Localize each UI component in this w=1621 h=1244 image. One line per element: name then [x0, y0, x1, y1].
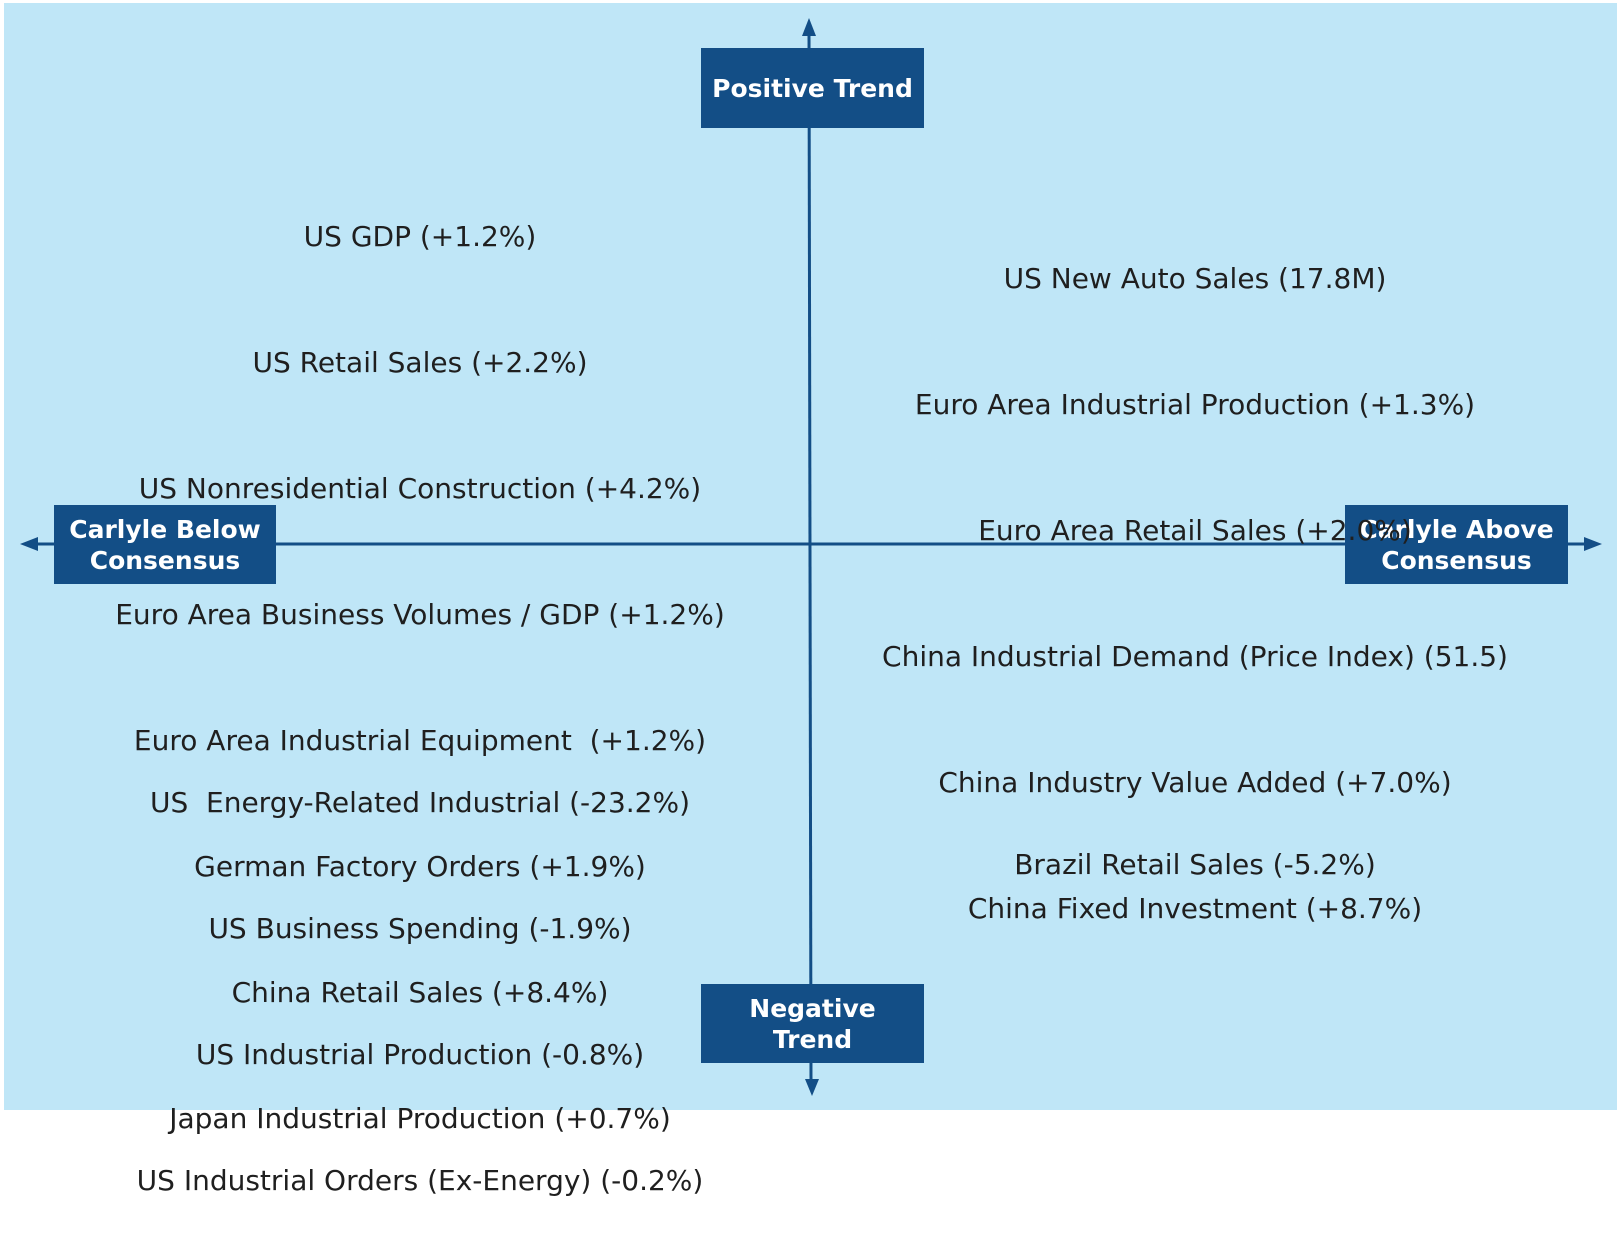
carlyle-above-text-line2: Consensus	[1381, 545, 1532, 575]
negative-trend-label: Negative Trend	[701, 984, 924, 1063]
down-arrow-icon	[805, 1079, 819, 1096]
carlyle-above-text-line1: Carlyle Above	[1359, 514, 1554, 544]
negative-trend-text-line1: Negative	[749, 993, 876, 1023]
list-item: Euro Area Industrial Production (+1.3%)	[914, 388, 1476, 421]
list-item: US Nonresidential Construction (+4.2%)	[138, 472, 702, 505]
list-item: China Fixed Investment (+8.7%)	[967, 892, 1423, 925]
list-item: US Energy-Related Industrial (-23.2%)	[149, 786, 691, 819]
list-item: Brazil Retail Sales (-5.2%)	[1014, 848, 1376, 881]
up-arrow-icon	[802, 18, 816, 36]
negative-trend-text-line2: Trend	[772, 1024, 853, 1054]
list-item: Euro Area Business Volumes / GDP (+1.2%)	[115, 598, 725, 631]
top-right-quadrant-list: US New Auto Sales (17.8M) Euro Area Indu…	[830, 174, 1560, 972]
carlyle-below-text-line1: Carlyle Below	[69, 514, 261, 544]
positive-trend-label: Positive Trend	[701, 48, 924, 128]
carlyle-above-consensus-label: Carlyle Above Consensus	[1345, 505, 1568, 584]
carlyle-below-text-line2: Consensus	[89, 545, 241, 575]
list-item: US New Auto Sales (17.8M)	[1003, 262, 1387, 295]
list-item: US Industrial Production (-0.8%)	[195, 1038, 645, 1071]
list-item: Euro Area Industrial Equipment (+1.2%)	[133, 724, 707, 757]
vertical-axis	[807, 31, 813, 1084]
bottom-right-quadrant-list: Brazil Retail Sales (-5.2%)	[830, 760, 1560, 928]
list-item: China Retail Sales (+8.4%)	[231, 976, 609, 1009]
bottom-left-quadrant-list: US Energy-Related Industrial (-23.2%) US…	[60, 698, 780, 1244]
left-arrow-icon	[20, 537, 38, 551]
positive-trend-text: Positive Trend	[712, 73, 913, 103]
list-item: US Retail Sales (+2.2%)	[252, 346, 588, 379]
list-item: US Industrial Orders (Ex-Energy) (-0.2%)	[136, 1164, 704, 1197]
list-item: German Factory Orders (+1.9%)	[194, 850, 646, 883]
carlyle-below-consensus-label: Carlyle Below Consensus	[54, 505, 276, 584]
list-item: China Industry Value Added (+7.0%)	[938, 766, 1452, 799]
list-item: China Industrial Demand (Price Index) (5…	[882, 640, 1508, 673]
right-arrow-icon	[1584, 537, 1602, 551]
list-item: Euro Area Retail Sales (+2.0%)	[978, 514, 1412, 547]
list-item: US GDP (+1.2%)	[303, 220, 537, 253]
list-item: US Business Spending (-1.9%)	[208, 912, 632, 945]
quadrant-axes	[20, 18, 1602, 1096]
